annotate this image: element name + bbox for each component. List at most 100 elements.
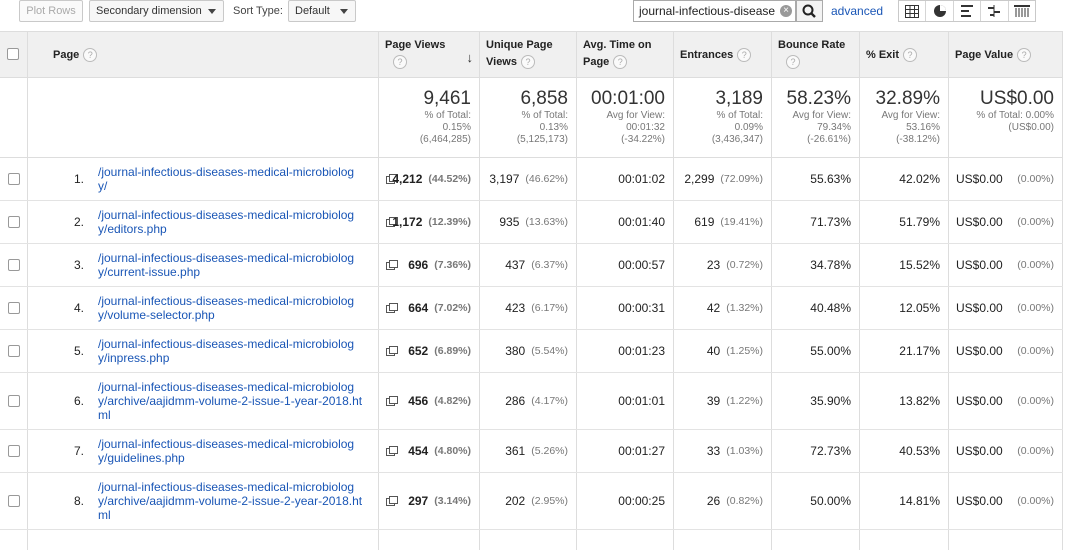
external-link-icon[interactable]	[386, 303, 398, 313]
page-views-value: 454	[408, 444, 429, 458]
column-label: % Exit	[866, 49, 900, 61]
entrances-cell: 2,299 (72.09%)	[674, 158, 772, 200]
page-views-cell	[379, 530, 480, 550]
column-header-avg-time[interactable]: Avg. Time on Page?	[577, 32, 674, 78]
exit-value: 51.79%	[899, 215, 940, 229]
exit-cell: 13.82%	[860, 373, 949, 429]
unique-page-views-percent: (5.54%)	[531, 345, 568, 357]
help-icon[interactable]: ?	[613, 55, 628, 70]
comparison-view-button[interactable]	[981, 1, 1009, 21]
table-filter-input[interactable]: journal-infectious-disease ×	[633, 0, 796, 22]
page-link[interactable]: /journal-infectious-diseases-medical-mic…	[98, 294, 388, 322]
column-header-bounce-rate[interactable]: Bounce Rate ?	[772, 32, 860, 78]
help-icon[interactable]: ?	[786, 55, 800, 70]
column-label: Page	[53, 49, 80, 61]
column-label: Unique Page	[486, 39, 553, 51]
data-view-button[interactable]	[899, 1, 927, 21]
page-path-line: /journal-infectious-diseases-medical-mic…	[98, 337, 355, 351]
page-link[interactable]: /journal-infectious-diseases-medical-mic…	[98, 480, 388, 522]
row-checkbox[interactable]	[7, 173, 20, 185]
row-checkbox[interactable]	[7, 216, 20, 228]
totals-page-spacer	[28, 78, 379, 158]
term-cloud-view-button[interactable]	[1009, 1, 1035, 21]
page-link[interactable]: /journal-infectious-diseases-medical-mic…	[98, 251, 388, 279]
entrances-cell: 26 (0.82%)	[674, 473, 772, 529]
page-link[interactable]: /journal-infectious-diseases-medical-mic…	[98, 165, 388, 193]
page-value-percent: (0.00%)	[1017, 445, 1054, 457]
external-link-icon[interactable]	[386, 174, 398, 184]
help-icon[interactable]: ?	[737, 48, 752, 63]
page-link[interactable]: /journal-infectious-diseases-medical-mic…	[98, 437, 388, 465]
help-icon[interactable]: ?	[393, 55, 407, 70]
unique-page-views-cell: 3,197 (46.62%)	[480, 158, 577, 200]
total-caption: Avg for View:	[881, 110, 940, 121]
total-site: (3,436,347)	[711, 134, 763, 145]
row-checkbox[interactable]	[7, 302, 20, 314]
select-all-checkbox[interactable]	[7, 48, 19, 60]
row-checkbox[interactable]	[7, 395, 20, 407]
entrances-cell: 39 (1.22%)	[674, 373, 772, 429]
sort-type-dropdown[interactable]: Default	[288, 0, 356, 22]
help-icon[interactable]: ?	[1017, 48, 1032, 63]
table-row: 5. /journal-infectious-diseases-medical-m…	[0, 330, 1063, 373]
row-checkbox[interactable]	[7, 495, 20, 507]
row-checkbox[interactable]	[7, 445, 20, 457]
total-caption: % of Total:	[716, 110, 763, 121]
help-icon[interactable]: ?	[83, 48, 98, 63]
exit-cell	[860, 530, 949, 550]
page-path-line: y/	[98, 179, 108, 193]
external-link-icon[interactable]	[386, 396, 398, 406]
bounce-rate-cell: 55.00%	[772, 330, 860, 372]
external-link-icon[interactable]	[386, 446, 398, 456]
unique-page-views-percent: (4.17%)	[531, 395, 568, 407]
page-views-cell: 652 (6.89%)	[379, 330, 480, 372]
table-row-partial	[0, 530, 1063, 550]
total-bounce-rate: 58.23% Avg for View: 79.34% (-26.61%)	[772, 78, 860, 158]
select-all-cell	[0, 32, 28, 78]
page-value-percent: (0.00%)	[1017, 259, 1054, 271]
comparison-icon	[988, 5, 1001, 17]
page-cell: 3. /journal-infectious-diseases-medical-m…	[28, 244, 398, 286]
clear-icon[interactable]: ×	[780, 5, 792, 17]
page-link[interactable]: /journal-infectious-diseases-medical-mic…	[98, 208, 388, 236]
entrances-cell: 23 (0.72%)	[674, 244, 772, 286]
performance-view-button[interactable]	[954, 1, 982, 21]
plot-rows-button[interactable]: Plot Rows	[19, 0, 83, 22]
bar-list-icon	[961, 5, 974, 17]
column-header-page[interactable]: Page?	[28, 32, 379, 78]
page-link[interactable]: /journal-infectious-diseases-medical-mic…	[98, 337, 388, 365]
page-value-percent: (0.00%)	[1017, 173, 1054, 185]
page-path-line: /journal-infectious-diseases-medical-mic…	[98, 165, 355, 179]
external-link-icon[interactable]	[386, 260, 398, 270]
row-checkbox[interactable]	[7, 345, 20, 357]
total-average: 00:01:32	[626, 122, 665, 133]
help-icon[interactable]: ?	[521, 55, 535, 70]
external-link-icon[interactable]	[386, 496, 398, 506]
page-link[interactable]: /journal-infectious-diseases-medical-mic…	[98, 380, 388, 422]
bounce-rate-value: 40.48%	[810, 301, 851, 315]
column-label: Page Views	[385, 39, 446, 51]
percentage-view-button[interactable]	[926, 1, 954, 21]
total-delta: (-34.22%)	[621, 134, 665, 145]
column-header-entrances[interactable]: Entrances?	[674, 32, 772, 78]
row-checkbox[interactable]	[7, 259, 20, 271]
help-icon[interactable]: ?	[903, 48, 918, 63]
column-header-page-value[interactable]: Page Value?	[949, 32, 1063, 78]
table-row: 7. /journal-infectious-diseases-medical-m…	[0, 430, 1063, 473]
secondary-dimension-dropdown[interactable]: Secondary dimension	[89, 0, 224, 22]
external-link-icon[interactable]	[386, 346, 398, 356]
row-select-cell	[0, 373, 28, 429]
column-header-exit[interactable]: % Exit?	[860, 32, 949, 78]
page-path-line: y/inpress.php	[98, 351, 170, 365]
column-header-unique-page-views[interactable]: Unique Page Views?	[480, 32, 577, 78]
advanced-filter-link[interactable]: advanced	[831, 4, 884, 18]
search-button[interactable]	[796, 0, 823, 22]
column-header-page-views[interactable]: Page Views ? ↓	[379, 32, 480, 78]
exit-cell: 14.81%	[860, 473, 949, 529]
entrances-percent: (0.82%)	[726, 495, 763, 507]
external-link-icon[interactable]	[386, 217, 398, 227]
exit-value: 12.05%	[899, 301, 940, 315]
page-value-value: US$0.00	[956, 258, 1003, 272]
total-delta: (-26.61%)	[807, 134, 851, 145]
bounce-rate-cell: 34.78%	[772, 244, 860, 286]
